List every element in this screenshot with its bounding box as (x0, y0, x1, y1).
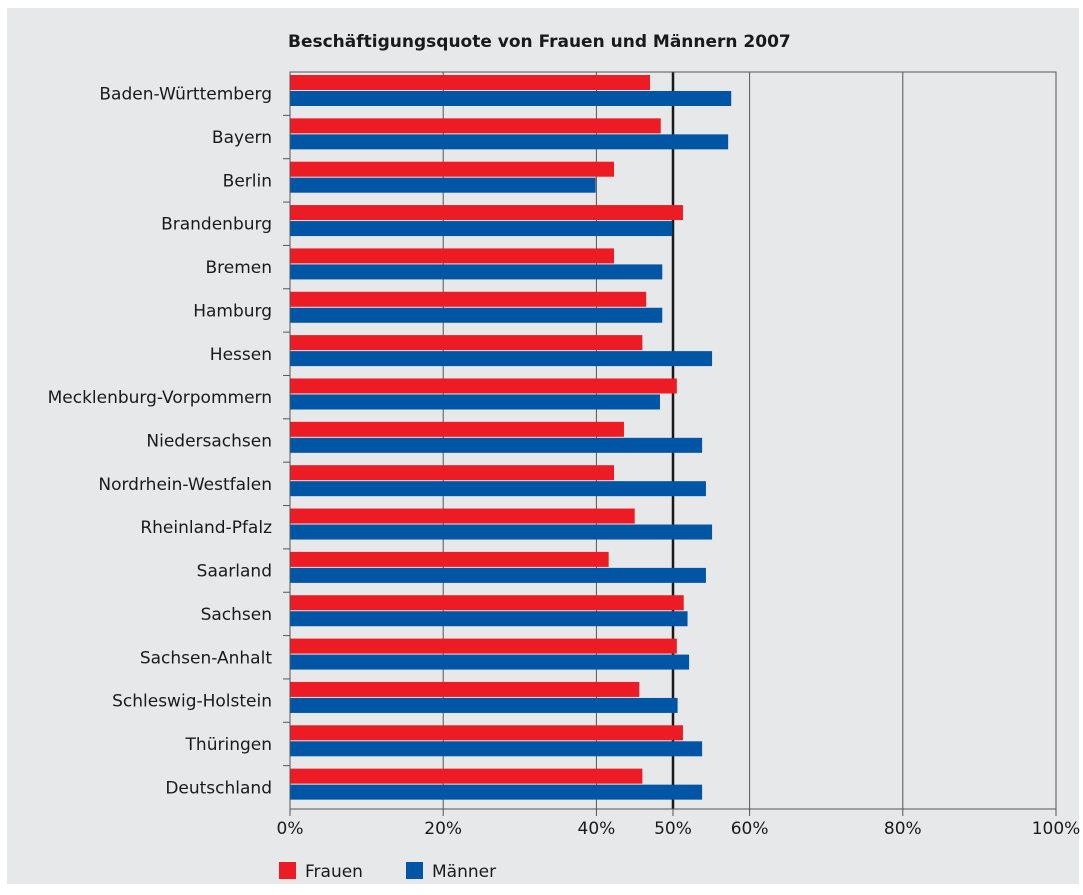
bar-maenner (290, 307, 663, 323)
category-label: Saarland (197, 562, 272, 582)
bar-maenner (290, 394, 660, 410)
chart-legend: Frauen Männer (279, 862, 496, 882)
category-labels: Baden-Württemberg Bayern Berlin Brandenburg… (48, 85, 273, 799)
category-label: Nordrhein-Westfalen (98, 475, 272, 495)
category-label: Baden-Württemberg (99, 85, 272, 105)
category-label: Hamburg (193, 301, 272, 321)
bar-maenner (290, 784, 703, 800)
category-label: Berlin (223, 171, 272, 191)
bar-maenner (290, 177, 596, 193)
bar-maenner (290, 91, 732, 106)
category-label: Schleswig-Holstein (112, 692, 272, 712)
bar-maenner (290, 567, 706, 583)
x-tick-label: 100% (1032, 819, 1081, 839)
x-tick-label: 0% (277, 819, 304, 839)
chart-title: Beschäftigungsquote von Frauen und Männe… (288, 32, 791, 52)
category-label: Rheinland-Pfalz (140, 518, 272, 538)
bar-frauen (290, 118, 661, 134)
bar-frauen (290, 378, 677, 394)
bar-maenner (290, 351, 713, 367)
bar-frauen (290, 248, 615, 264)
category-label: Sachsen (201, 605, 272, 625)
legend-label-frauen: Frauen (305, 862, 363, 882)
bar-frauen (290, 205, 683, 221)
chart-axes (283, 71, 1057, 816)
category-label: Bremen (205, 258, 272, 278)
x-tick-label: 80% (884, 819, 922, 839)
bar-maenner (290, 221, 673, 237)
bar-maenner (290, 697, 678, 713)
x-tick-label: 40% (578, 819, 616, 839)
category-label: Thüringen (185, 735, 272, 755)
tick-labels: 0% 20% 40% 50% 60% 80% 100% (277, 819, 1081, 839)
bar-frauen (290, 595, 684, 611)
bar-maenner (290, 481, 706, 497)
bar-frauen (290, 465, 615, 481)
category-label: Hessen (210, 345, 272, 365)
category-label: Bayern (212, 128, 272, 148)
legend-swatch-maenner (406, 862, 423, 879)
bar-maenner (290, 264, 663, 280)
category-label: Deutschland (165, 778, 272, 798)
bar-frauen (290, 725, 683, 741)
bar-frauen (290, 681, 640, 697)
bar-maenner (290, 741, 703, 757)
bar-frauen (290, 335, 643, 351)
chart-bars (290, 75, 732, 800)
x-tick-label: 50% (654, 819, 692, 839)
bar-maenner (290, 437, 703, 453)
x-tick-label: 20% (424, 819, 462, 839)
category-label: Niedersachsen (146, 432, 272, 452)
bar-maenner (290, 611, 688, 627)
bar-frauen (290, 768, 643, 784)
bar-frauen (290, 161, 615, 177)
bar-maenner (290, 134, 729, 150)
bar-frauen (290, 291, 647, 307)
bar-frauen (290, 75, 651, 90)
legend-label-maenner: Männer (432, 862, 496, 882)
category-label: Sachsen-Anhalt (140, 648, 272, 668)
bar-maenner (290, 524, 713, 540)
bar-frauen (290, 508, 635, 524)
bar-frauen (290, 638, 677, 654)
bar-frauen (290, 421, 624, 437)
bar-maenner (290, 654, 690, 670)
category-label: Mecklenburg-Vorpommern (48, 388, 272, 408)
category-label: Brandenburg (161, 215, 272, 235)
bar-frauen (290, 551, 609, 567)
legend-swatch-frauen (279, 862, 296, 879)
x-tick-label: 60% (731, 819, 769, 839)
